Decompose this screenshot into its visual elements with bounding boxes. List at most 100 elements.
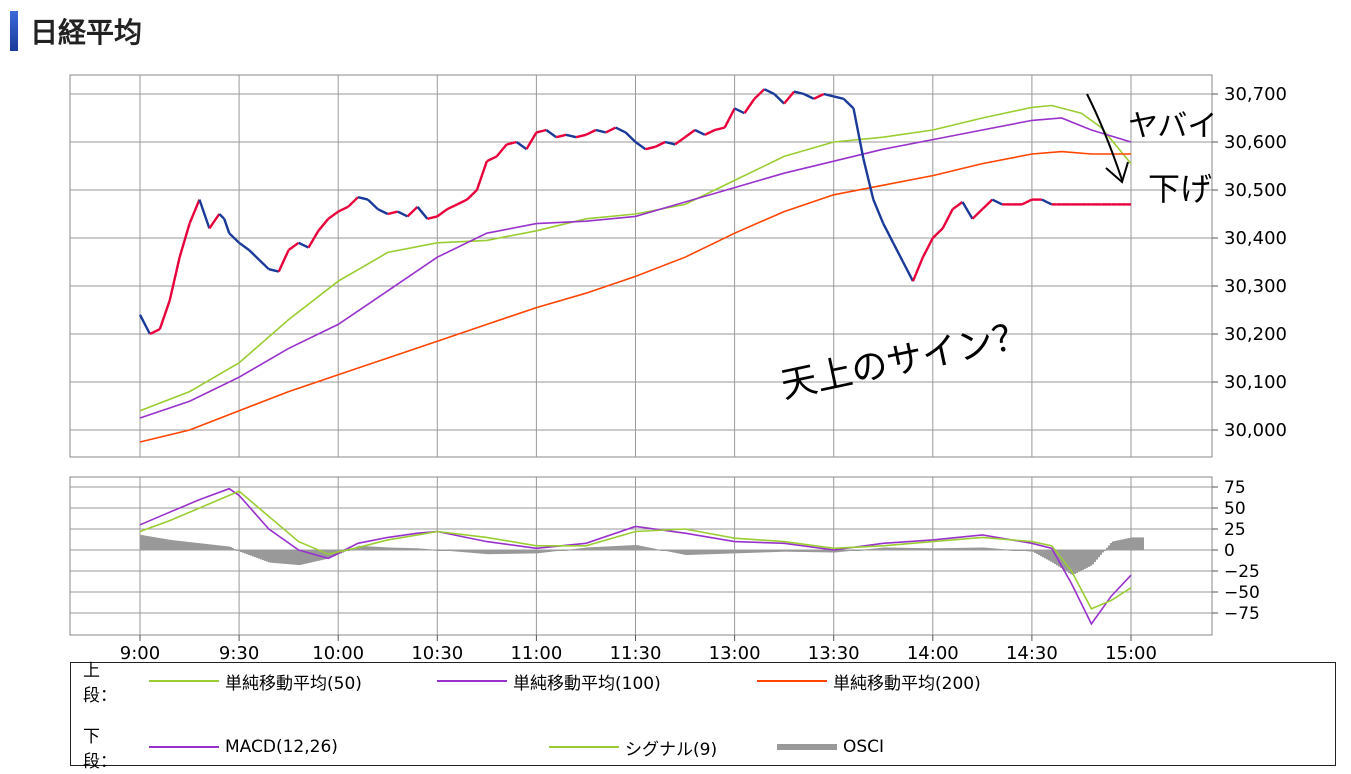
osci-bar (716, 550, 718, 554)
osci-bar (370, 546, 372, 550)
legend-item-signal: シグナル(9) (549, 735, 717, 760)
osci-bar (398, 547, 400, 550)
osci-bar (234, 549, 236, 551)
osci-bar (310, 550, 312, 563)
osci-bar (886, 547, 888, 550)
osci-bar (506, 550, 508, 554)
y-tick-label: 50 (1224, 499, 1246, 519)
osci-bar (406, 547, 408, 550)
osci-bar (176, 540, 178, 550)
osci-bar (994, 548, 996, 550)
price-segment (615, 126, 627, 134)
osci-bar (732, 550, 734, 554)
price-segment (223, 218, 231, 234)
osci-bar (324, 550, 326, 560)
osci-bar (382, 547, 384, 550)
price-segment (862, 158, 875, 200)
osci-bar (1134, 537, 1136, 550)
price-segment (377, 208, 389, 216)
osci-bar (480, 550, 482, 554)
osci-bar (968, 547, 970, 550)
legend-lower-label: 下段： (83, 727, 117, 772)
osci-bar (514, 550, 516, 554)
legend-label-macd: MACD(12,26) (225, 737, 338, 757)
osci-bar (360, 545, 362, 550)
osci-bar (570, 549, 572, 551)
price-segment (1021, 198, 1033, 206)
osci-bar (314, 550, 316, 562)
osci-bar (680, 550, 682, 555)
osci-bar (536, 550, 538, 554)
osci-bar (172, 540, 174, 550)
osci-bar (418, 548, 420, 550)
price-segment (475, 160, 488, 191)
osci-bar (1128, 538, 1130, 550)
osci-bar (932, 548, 934, 550)
osci-bar (988, 547, 990, 550)
osci-bar (940, 548, 942, 550)
osci-bar (654, 548, 656, 550)
legend-swatch-osci (777, 744, 837, 750)
price-segment (783, 90, 795, 105)
osci-bar (862, 549, 864, 551)
price-segment (258, 258, 270, 271)
osci-bar (826, 550, 828, 553)
price-segment (307, 230, 320, 249)
osci-bar (992, 548, 994, 550)
osci-bar (954, 547, 956, 550)
osci-bar (288, 550, 290, 565)
upper-panel: 30,700 30,600 30,500 30,400 30,300 30,200 30,1… (69, 74, 1287, 458)
osci-bar (718, 550, 720, 554)
osci-bar (1126, 538, 1128, 550)
osci-bar (1098, 550, 1100, 558)
legend-item-osci: OSCI (777, 737, 884, 757)
price-segment (605, 126, 617, 134)
osci-bar (248, 550, 250, 555)
osci-bar (508, 550, 510, 554)
osci-bar (494, 550, 496, 555)
osci-bar (830, 550, 832, 553)
osci-bar (422, 548, 424, 550)
osci-bar (478, 550, 480, 554)
osci-bar (758, 550, 760, 553)
osci-bar (590, 547, 592, 550)
osci-bar (474, 550, 476, 554)
osci-bar (1088, 550, 1090, 567)
osci-bar (284, 550, 286, 564)
osci-bar (448, 550, 450, 551)
osci-bar (1108, 545, 1110, 550)
osci-bar (140, 534, 142, 550)
osci-bar (250, 550, 252, 556)
osci-bar (986, 547, 988, 550)
osci-bar (436, 549, 438, 551)
osci-bar (294, 550, 296, 565)
osci-bar (748, 550, 750, 553)
osci-bar (682, 550, 684, 555)
osci-bar (150, 536, 152, 550)
osci-bar (560, 550, 562, 551)
osci-bar (694, 550, 696, 555)
x-tick-label: 15:00 (1105, 643, 1157, 664)
y-tick-label: 30,200 (1224, 324, 1287, 345)
price-segment (624, 131, 637, 143)
osci-bar (976, 547, 978, 550)
osci-bar (482, 550, 484, 554)
osci-bar (490, 550, 492, 555)
osci-bar (408, 548, 410, 550)
y-tick-label: 30,300 (1224, 276, 1287, 297)
osci-bar (242, 550, 244, 553)
chart-title: 日経平均 (30, 16, 143, 49)
series-line-signal (139, 490, 1132, 610)
osci-bar (728, 550, 730, 554)
osci-bar (710, 550, 712, 555)
osci-bar (836, 550, 838, 553)
osci-bar (772, 550, 774, 553)
osci-bar (300, 550, 302, 565)
osci-bar (650, 547, 652, 550)
osci-bar (520, 550, 522, 554)
price-segment (714, 126, 725, 132)
price-segment (575, 133, 587, 139)
osci-bar (816, 550, 818, 553)
osci-bar (726, 550, 728, 554)
osci-bar (820, 550, 822, 553)
